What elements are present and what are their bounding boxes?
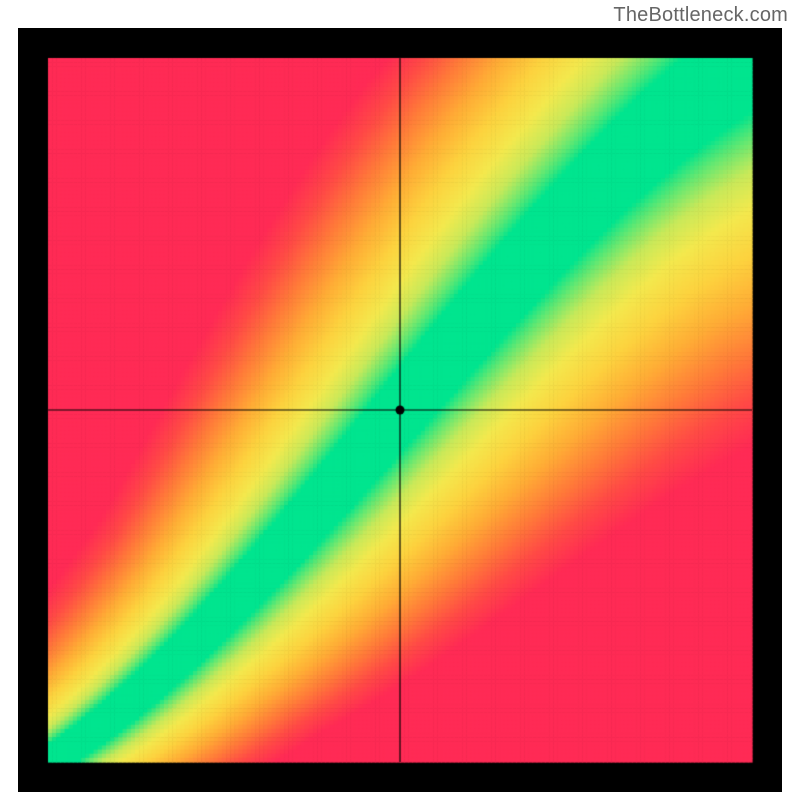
chart-container: TheBottleneck.com bbox=[0, 0, 800, 800]
overlay-canvas bbox=[18, 28, 782, 792]
plot-area bbox=[18, 28, 782, 792]
watermark-text: TheBottleneck.com bbox=[613, 4, 788, 27]
